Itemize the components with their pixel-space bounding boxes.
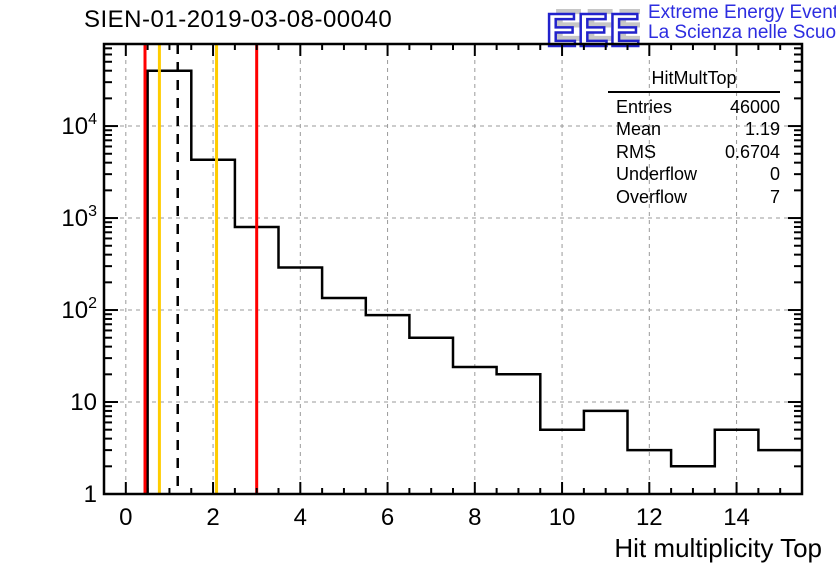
stat-row: Underflow 0 <box>608 163 780 185</box>
stats-title: HitMultTop <box>608 68 780 93</box>
stat-value: 0.6704 <box>724 141 780 162</box>
x-tick-label: 14 <box>723 504 750 531</box>
stat-label: RMS <box>616 141 656 162</box>
x-tick-label: 4 <box>294 504 307 531</box>
y-tick-label: 103 <box>61 203 97 232</box>
eee-logo: EEE EEE Extreme Energy Events La Scienza… <box>544 1 836 51</box>
plot-title: SIEN-01-2019-03-08-00040 <box>84 6 393 33</box>
stat-value: 0 <box>769 164 780 185</box>
logo-text: Extreme Energy Events La Scienza nelle S… <box>648 1 836 43</box>
x-tick-label: 12 <box>636 504 663 531</box>
stats-rows: Entries 46000 Mean 1.19 RMS 0.6704 Underflow 0 O… <box>608 93 780 208</box>
logo-line-2: La Scienza nelle Scuole <box>648 22 836 43</box>
eee-acronym-shadow: EEE <box>553 1 640 51</box>
y-tick-label: 102 <box>61 295 97 324</box>
x-tick-label: 10 <box>549 504 576 531</box>
y-tick-label: 10 <box>70 389 97 416</box>
stat-label: Overflow <box>616 186 688 207</box>
stat-value: 7 <box>769 186 780 207</box>
stat-label: Underflow <box>616 164 698 185</box>
x-tick-label: 2 <box>206 504 219 531</box>
stat-value: 1.19 <box>744 119 780 140</box>
stat-label: Entries <box>616 97 673 117</box>
x-axis-title: Hit multiplicity Top <box>614 533 822 563</box>
stat-value: 46000 <box>729 97 780 117</box>
y-tick-label: 1 <box>84 481 97 508</box>
stat-row: RMS 0.6704 <box>608 141 780 163</box>
stat-row: Overflow 7 <box>608 186 780 208</box>
stats-box: HitMultTop Entries 46000 Mean 1.19 RMS 0.6704… <box>608 68 780 208</box>
x-tick-label: 0 <box>119 504 132 531</box>
stat-label: Mean <box>616 119 662 140</box>
y-tick-label: 104 <box>61 111 97 140</box>
logo-line-1: Extreme Energy Events <box>648 2 836 23</box>
stat-row: Entries 46000 <box>608 96 780 118</box>
histogram-outline <box>146 69 802 494</box>
x-tick-label: 8 <box>468 504 481 531</box>
stat-row: Mean 1.19 <box>608 118 780 140</box>
x-tick-label: 6 <box>381 504 394 531</box>
